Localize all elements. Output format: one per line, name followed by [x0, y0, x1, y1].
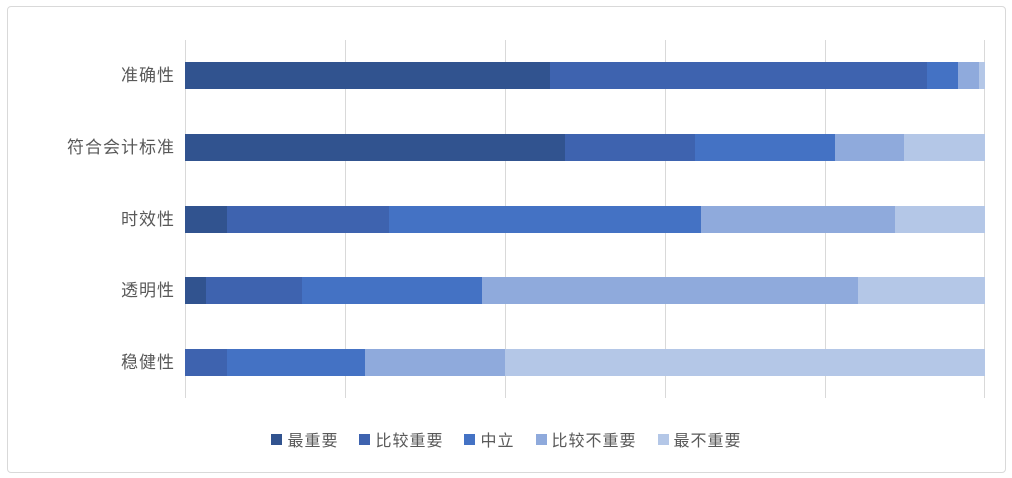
- legend-item: 最重要: [271, 427, 338, 451]
- legend-marker-icon: [359, 433, 371, 445]
- bar-segment: [185, 133, 565, 161]
- bar-segment: [227, 348, 365, 376]
- bar-segment: [565, 133, 695, 161]
- legend-item: 比较不重要: [535, 427, 637, 451]
- bar-segment: [834, 133, 905, 161]
- category-label: 时效性: [121, 209, 175, 229]
- legend-item: 中立: [464, 427, 514, 451]
- legend-label: 最不重要: [673, 433, 742, 450]
- legend: 最重要 比较重要 中立 比较不重要 最不重要: [8, 425, 1005, 453]
- legend-label: 比较重要: [375, 433, 444, 450]
- bar-segment: [205, 277, 302, 305]
- category-label: 准确性: [121, 66, 175, 86]
- legend-marker-icon: [464, 433, 476, 445]
- bar-segment: [301, 277, 482, 305]
- bar-row: [185, 62, 985, 90]
- bar-row: [185, 348, 985, 376]
- legend-label: 中立: [480, 433, 515, 450]
- bar-segment: [549, 62, 927, 90]
- bar-segment: [185, 277, 206, 305]
- category-label: 符合会计标准: [67, 137, 175, 157]
- chart-card: 准确性符合会计标准时效性透明性稳健性 最重要 比较重要 中立 比较不重要 最不重要: [7, 6, 1006, 473]
- bar-segment: [694, 133, 835, 161]
- bar-segment: [904, 133, 985, 161]
- category-label: 稳健性: [121, 352, 175, 372]
- bar-segment: [926, 62, 958, 90]
- bar-segment: [504, 348, 985, 376]
- bar-segment: [979, 62, 985, 90]
- bar-segment: [185, 62, 550, 90]
- bar-row: [185, 277, 985, 305]
- bar-segment: [364, 348, 505, 376]
- bar-segment: [388, 205, 701, 233]
- bar-segment: [895, 205, 985, 233]
- legend-marker-icon: [657, 433, 669, 445]
- bar-segment: [481, 277, 858, 305]
- legend-item: 最不重要: [657, 427, 742, 451]
- bar-segment: [857, 277, 985, 305]
- bar-row: [185, 133, 985, 161]
- bar-segment: [185, 348, 228, 376]
- bar-segment: [700, 205, 896, 233]
- legend-label: 最重要: [287, 433, 339, 450]
- legend-item: 比较重要: [359, 427, 443, 451]
- plot-area: [185, 40, 985, 398]
- category-label: 透明性: [121, 281, 175, 301]
- bar-row: [185, 205, 985, 233]
- legend-marker-icon: [535, 433, 547, 445]
- legend-marker-icon: [271, 433, 283, 445]
- bar-segment: [226, 205, 389, 233]
- legend-label: 比较不重要: [551, 433, 637, 450]
- bar-segment: [185, 205, 227, 233]
- bar-segment: [957, 62, 980, 90]
